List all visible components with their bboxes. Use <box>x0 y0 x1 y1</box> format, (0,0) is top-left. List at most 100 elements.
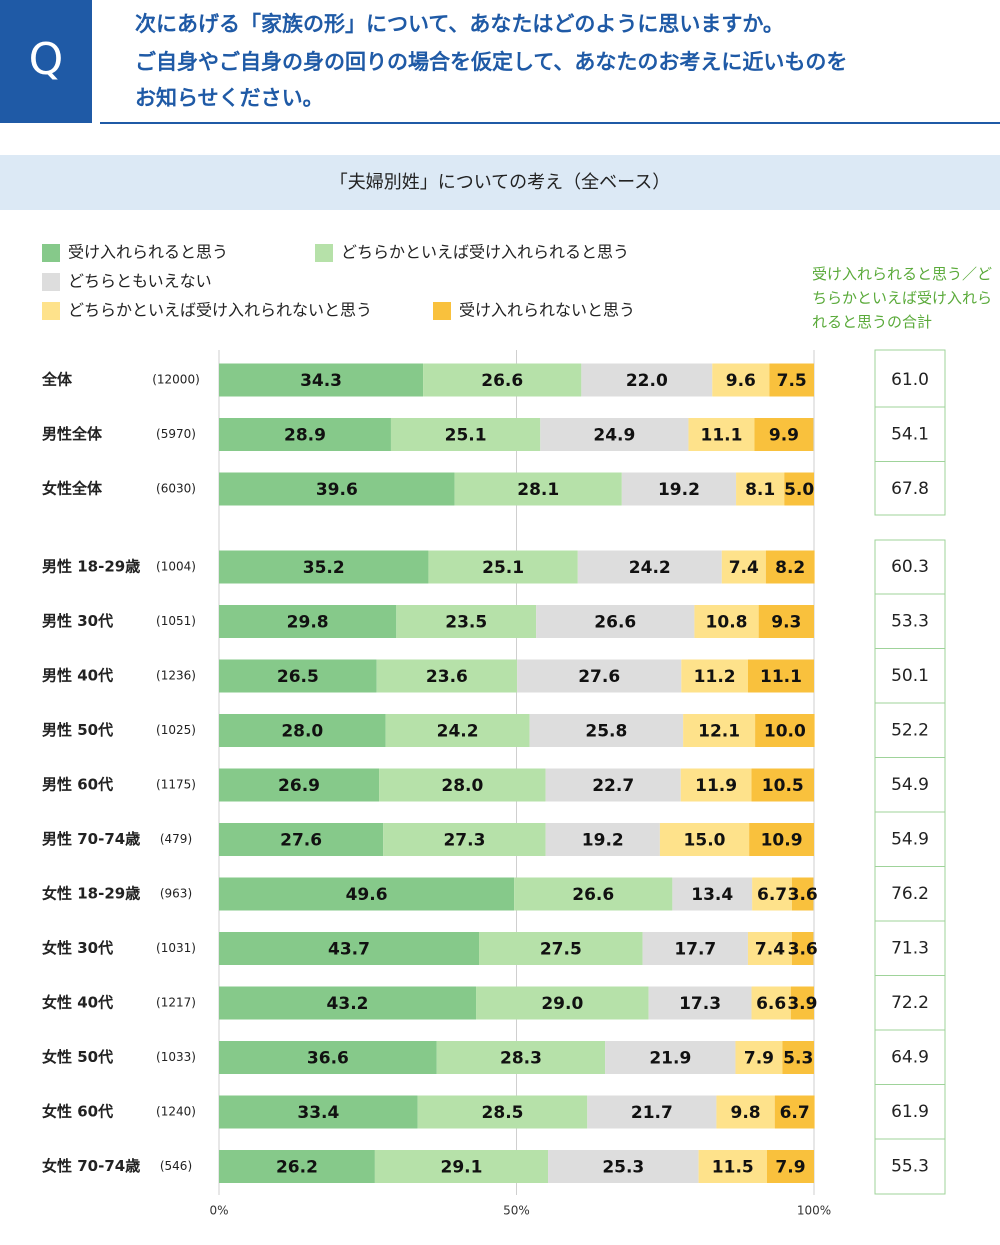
bar-segment <box>219 605 397 638</box>
bar-segment <box>385 714 530 747</box>
category-label: 男性 40代 <box>42 667 113 685</box>
bar-segment <box>659 823 750 856</box>
value-label: 29.0 <box>541 994 583 1014</box>
total-value: 53.3 <box>891 612 929 632</box>
value-label: 21.7 <box>631 1103 673 1123</box>
bar-segment <box>751 986 791 1020</box>
value-label: 13.4 <box>691 885 733 905</box>
bar-segment <box>479 932 643 965</box>
sample-size: (12000) <box>152 373 200 387</box>
value-label: 3.6 <box>788 940 818 960</box>
badge-box <box>0 0 92 123</box>
bar-segment <box>219 472 455 506</box>
sample-size: (1051) <box>156 614 196 628</box>
bar-segment <box>219 823 384 856</box>
category-label: 男性 18-29歳 <box>42 558 140 576</box>
bar-segment <box>694 605 759 638</box>
value-label: 28.3 <box>500 1049 542 1069</box>
sample-size: (5970) <box>156 427 196 441</box>
value-label: 27.6 <box>578 667 620 687</box>
value-label: 12.1 <box>698 722 740 742</box>
bar-segment <box>219 986 477 1020</box>
bar-segment <box>712 363 770 397</box>
bar-segment <box>758 605 814 638</box>
bar-segment <box>721 550 766 584</box>
category-label: 男性全体 <box>42 425 103 443</box>
total-value: 54.1 <box>891 425 929 445</box>
bar-segment <box>605 1041 736 1074</box>
total-value: 61.0 <box>891 370 929 390</box>
value-label: 7.4 <box>729 558 759 578</box>
value-label: 27.5 <box>540 940 582 960</box>
sample-size: (1004) <box>156 560 196 574</box>
value-label: 27.3 <box>443 831 485 851</box>
category-label: 女性全体 <box>42 480 103 498</box>
bar-segment <box>374 1150 549 1183</box>
category-label: 全体 <box>41 371 73 389</box>
value-label: 8.2 <box>775 558 805 578</box>
bar-segment <box>581 363 713 397</box>
x-tick-label: 0% <box>209 1204 228 1218</box>
value-label: 24.2 <box>629 558 671 578</box>
category-label: 男性 50代 <box>42 721 113 739</box>
x-tick-label: 50% <box>503 1204 530 1218</box>
value-label: 26.6 <box>594 613 636 633</box>
value-label: 8.1 <box>745 480 775 500</box>
bar-segment <box>735 1041 783 1074</box>
value-label: 25.3 <box>602 1158 644 1178</box>
bar-segment <box>219 768 380 802</box>
sample-size: (1175) <box>156 778 196 792</box>
value-label: 25.1 <box>445 426 487 446</box>
category-label: 男性 60代 <box>42 776 113 794</box>
value-label: 29.1 <box>440 1158 482 1178</box>
bar-segment <box>219 1041 437 1074</box>
total-value: 64.9 <box>891 1048 929 1068</box>
bar-segment <box>383 823 546 856</box>
value-label: 6.6 <box>756 994 786 1014</box>
question-line: お知らせください。 <box>135 86 324 110</box>
sample-size: (1033) <box>156 1050 196 1064</box>
value-label: 5.0 <box>784 480 814 500</box>
value-label: 35.2 <box>303 558 345 578</box>
category-label: 男性 70-74歳 <box>42 830 140 848</box>
value-label: 7.5 <box>777 371 807 391</box>
value-label: 7.9 <box>775 1158 805 1178</box>
total-value: 52.2 <box>891 721 929 741</box>
value-label: 9.9 <box>769 426 799 446</box>
value-label: 26.6 <box>481 371 523 391</box>
bar-segment <box>219 1095 418 1129</box>
badge: Q <box>29 34 64 85</box>
legend-swatch <box>433 302 451 320</box>
value-label: 22.7 <box>592 776 634 796</box>
total-value: 55.3 <box>891 1157 929 1177</box>
total-value: 71.3 <box>891 939 929 959</box>
bar-segment <box>698 1150 767 1183</box>
total-value: 67.8 <box>891 479 929 499</box>
value-label: 28.0 <box>281 722 323 742</box>
value-label: 23.6 <box>426 667 468 687</box>
value-label: 24.2 <box>437 722 479 742</box>
value-label: 23.5 <box>445 613 487 633</box>
bar-segment <box>648 986 752 1020</box>
category-label: 女性 70-74歳 <box>42 1157 140 1175</box>
bar-segment <box>749 823 814 856</box>
value-label: 3.9 <box>787 994 817 1014</box>
legend-swatch <box>315 244 333 262</box>
value-label: 43.2 <box>327 994 369 1014</box>
legend-label: どちらかといえば受け入れられると思う <box>341 243 629 262</box>
value-label: 49.6 <box>346 885 388 905</box>
bar-segment <box>683 714 756 747</box>
bar-segment <box>476 986 649 1020</box>
x-tick-label: 100% <box>797 1204 831 1218</box>
bar-segment <box>219 714 386 747</box>
value-label: 17.7 <box>674 940 716 960</box>
sample-size: (6030) <box>156 482 196 496</box>
bar-segment <box>688 418 755 451</box>
value-label: 25.1 <box>482 558 524 578</box>
bar-segment <box>765 550 815 584</box>
bar-segment <box>587 1095 717 1129</box>
sample-size: (479) <box>160 832 192 846</box>
legend-swatch <box>42 244 60 262</box>
value-label: 17.3 <box>679 994 721 1014</box>
category-label: 男性 30代 <box>42 612 113 630</box>
